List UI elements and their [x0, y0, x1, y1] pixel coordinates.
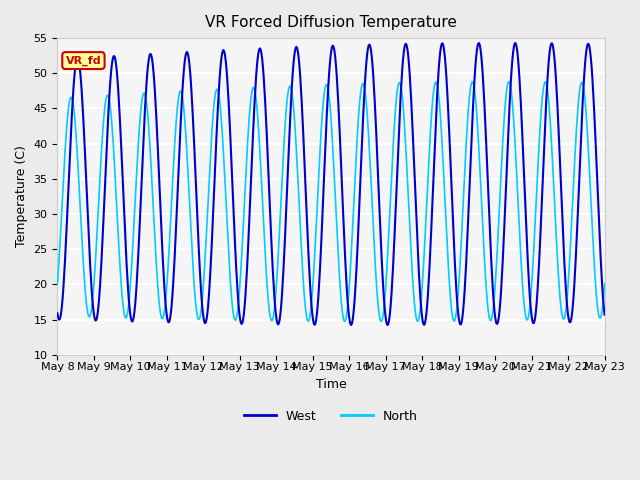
Title: VR Forced Diffusion Temperature: VR Forced Diffusion Temperature: [205, 15, 457, 30]
Legend: West, North: West, North: [239, 405, 422, 428]
Text: VR_fd: VR_fd: [66, 56, 101, 66]
X-axis label: Time: Time: [316, 378, 346, 391]
Y-axis label: Temperature (C): Temperature (C): [15, 145, 28, 247]
